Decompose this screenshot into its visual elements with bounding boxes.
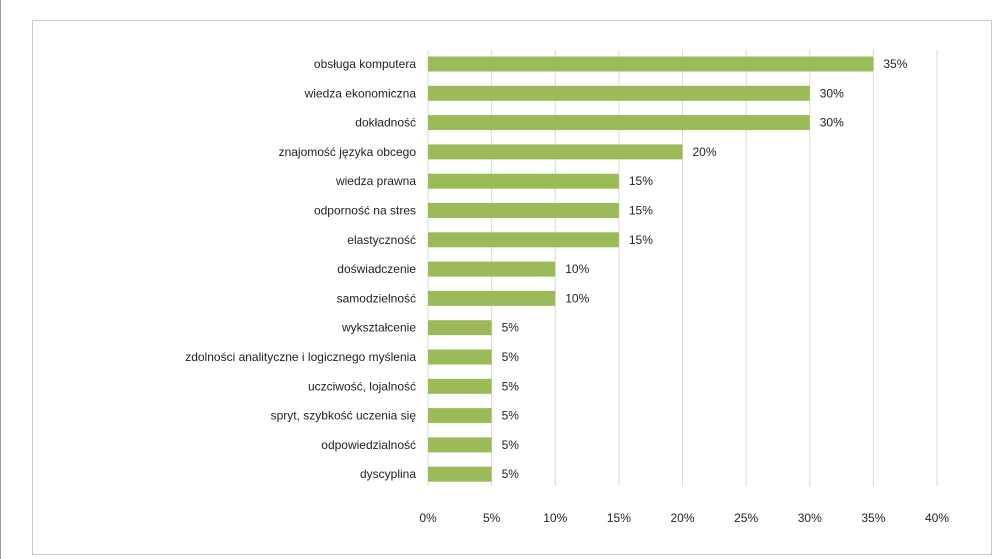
bar	[428, 290, 556, 306]
bar	[428, 144, 683, 160]
x-tick-label: 0%	[419, 511, 437, 525]
category-label: odporność na stres	[314, 204, 416, 218]
bar	[428, 320, 492, 336]
page-left-rule	[0, 0, 1, 559]
data-label: 15%	[629, 174, 653, 188]
data-label: 10%	[565, 262, 589, 276]
category-label: wiedza prawna	[335, 174, 416, 188]
bar	[428, 378, 492, 394]
bar	[428, 85, 810, 101]
bar	[428, 466, 492, 482]
data-label: 20%	[693, 145, 717, 159]
category-label: wiedza ekonomiczna	[304, 86, 417, 100]
category-label: zdolności analityczne i logicznego myśle…	[185, 350, 416, 364]
category-label: samodzielność	[337, 291, 416, 305]
bar	[428, 203, 619, 218]
x-tick-label: 30%	[798, 511, 822, 525]
category-label: dyscyplina	[360, 467, 416, 481]
data-label: 15%	[629, 204, 653, 218]
x-tick-label: 20%	[670, 511, 694, 525]
data-label: 5%	[502, 321, 520, 335]
category-label: odpowiedzialność	[321, 438, 416, 452]
category-label: wykształcenie	[341, 321, 416, 335]
category-label: doświadczenie	[337, 262, 416, 276]
bar	[428, 349, 492, 365]
chart-frame	[32, 20, 992, 555]
data-label: 15%	[629, 233, 653, 247]
data-label: 5%	[502, 409, 520, 423]
x-tick-label: 15%	[607, 511, 631, 525]
x-tick-label: 25%	[734, 511, 758, 525]
category-label: elastyczność	[347, 233, 416, 247]
data-label: 35%	[883, 57, 907, 71]
data-label: 30%	[820, 86, 844, 100]
category-label: znajomość języka obcego	[279, 145, 417, 159]
category-label: spryt, szybkość uczenia się	[271, 409, 417, 423]
category-label: uczciwość, lojalność	[308, 379, 416, 393]
bar	[428, 115, 810, 131]
bar	[428, 56, 874, 72]
x-tick-label: 35%	[861, 511, 885, 525]
data-label: 5%	[502, 379, 520, 393]
data-label: 10%	[565, 291, 589, 305]
category-label: obsługa komputera	[314, 57, 416, 71]
x-tick-label: 10%	[543, 511, 567, 525]
bar	[428, 261, 556, 277]
bar	[428, 437, 492, 453]
x-tick-label: 40%	[925, 511, 949, 525]
data-label: 30%	[820, 116, 844, 130]
bar	[428, 173, 619, 189]
data-label: 5%	[502, 350, 520, 364]
x-tick-label: 5%	[483, 511, 501, 525]
data-label: 5%	[502, 438, 520, 452]
category-label: dokładność	[355, 116, 416, 130]
data-label: 5%	[502, 467, 520, 481]
bar	[428, 232, 619, 248]
bar	[428, 408, 492, 424]
